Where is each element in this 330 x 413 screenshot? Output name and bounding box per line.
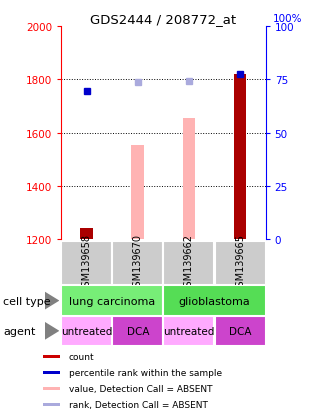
Text: untreated: untreated xyxy=(163,326,214,336)
Bar xyxy=(112,242,163,285)
Text: glioblastoma: glioblastoma xyxy=(179,296,250,306)
Text: percentile rank within the sample: percentile rank within the sample xyxy=(69,368,222,377)
Text: untreated: untreated xyxy=(61,326,112,336)
Bar xyxy=(163,242,214,285)
Text: DCA: DCA xyxy=(126,326,149,336)
Bar xyxy=(61,242,112,285)
Bar xyxy=(80,229,93,240)
Text: cell type: cell type xyxy=(3,296,51,306)
Text: GSM139662: GSM139662 xyxy=(184,234,194,293)
Title: GDS2444 / 208772_at: GDS2444 / 208772_at xyxy=(90,13,236,26)
Bar xyxy=(163,286,266,316)
Text: GSM139670: GSM139670 xyxy=(133,234,143,293)
Text: 100%: 100% xyxy=(273,14,302,24)
Bar xyxy=(131,145,144,240)
Bar xyxy=(214,242,266,285)
Bar xyxy=(182,119,195,240)
Text: rank, Detection Call = ABSENT: rank, Detection Call = ABSENT xyxy=(69,400,208,409)
Bar xyxy=(61,286,163,316)
Polygon shape xyxy=(45,292,59,310)
Bar xyxy=(234,75,247,240)
Bar xyxy=(214,316,266,346)
Bar xyxy=(61,316,112,346)
Text: agent: agent xyxy=(3,326,36,336)
Bar xyxy=(43,355,60,358)
Text: GSM139658: GSM139658 xyxy=(82,234,92,293)
Bar xyxy=(43,371,60,375)
Bar xyxy=(43,403,60,406)
Text: GSM139665: GSM139665 xyxy=(235,234,245,293)
Text: lung carcinoma: lung carcinoma xyxy=(69,296,155,306)
Text: DCA: DCA xyxy=(229,326,251,336)
Bar xyxy=(43,387,60,390)
Text: value, Detection Call = ABSENT: value, Detection Call = ABSENT xyxy=(69,384,212,393)
Text: count: count xyxy=(69,352,94,361)
Polygon shape xyxy=(45,322,59,340)
Bar xyxy=(163,316,214,346)
Bar xyxy=(112,316,163,346)
